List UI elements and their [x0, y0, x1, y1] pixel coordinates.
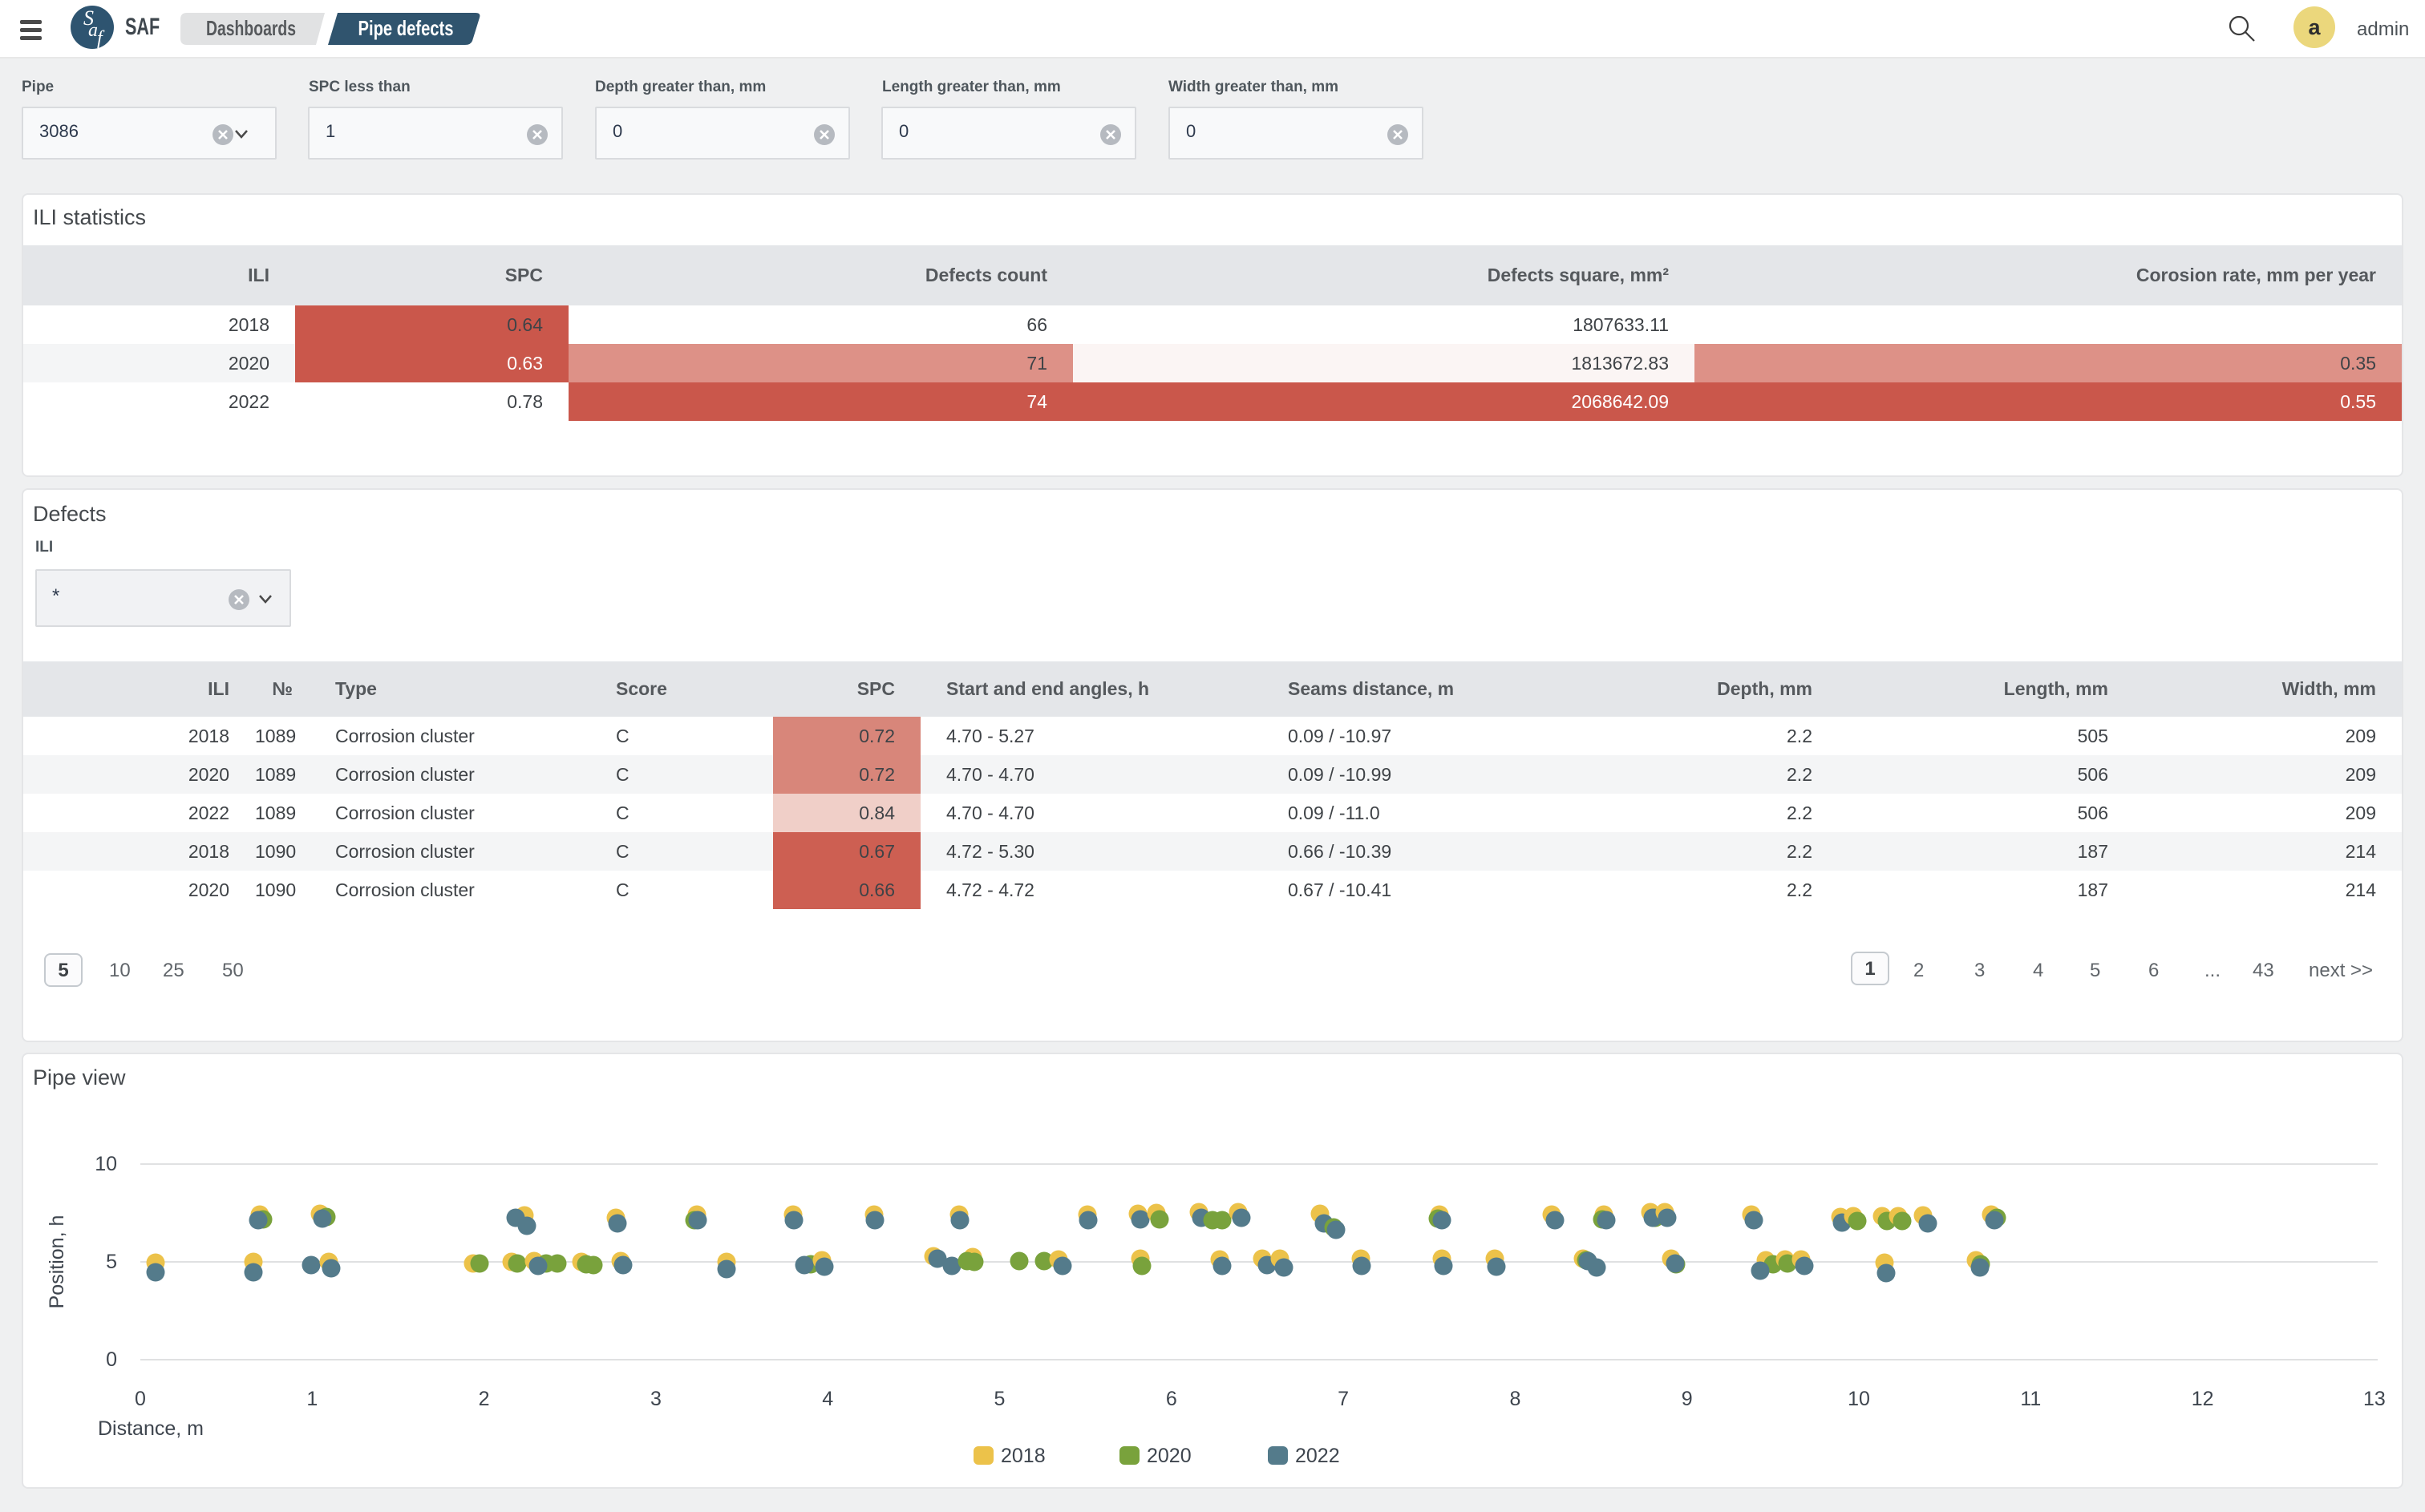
svg-text:0: 0 — [106, 1348, 117, 1371]
svg-text:5: 5 — [106, 1251, 117, 1273]
svg-text:3: 3 — [650, 1388, 662, 1410]
svg-text:8: 8 — [1509, 1388, 1520, 1410]
svg-text:6: 6 — [1166, 1388, 1177, 1410]
svg-text:4: 4 — [822, 1388, 833, 1410]
svg-text:10: 10 — [1848, 1388, 1870, 1410]
svg-text:7: 7 — [1338, 1388, 1349, 1410]
svg-text:Position, h: Position, h — [46, 1215, 68, 1309]
svg-text:Distance, m: Distance, m — [98, 1417, 204, 1440]
svg-text:2018: 2018 — [1001, 1445, 1046, 1467]
svg-text:2: 2 — [479, 1388, 490, 1410]
svg-text:2022: 2022 — [1295, 1445, 1340, 1467]
svg-text:13: 13 — [2363, 1388, 2386, 1410]
svg-text:Pipe defects: Pipe defects — [358, 16, 454, 40]
svg-text:12: 12 — [2192, 1388, 2214, 1410]
svg-text:1: 1 — [306, 1388, 318, 1410]
svg-text:S: S — [83, 6, 94, 30]
svg-text:5: 5 — [994, 1388, 1006, 1410]
svg-text:0: 0 — [135, 1388, 146, 1410]
svg-text:9: 9 — [1682, 1388, 1693, 1410]
svg-text:Dashboards: Dashboards — [206, 16, 296, 40]
svg-text:f: f — [97, 28, 105, 49]
svg-text:11: 11 — [2020, 1388, 2041, 1410]
svg-text:a: a — [88, 20, 98, 41]
svg-text:2020: 2020 — [1147, 1445, 1192, 1467]
svg-text:10: 10 — [95, 1153, 117, 1175]
